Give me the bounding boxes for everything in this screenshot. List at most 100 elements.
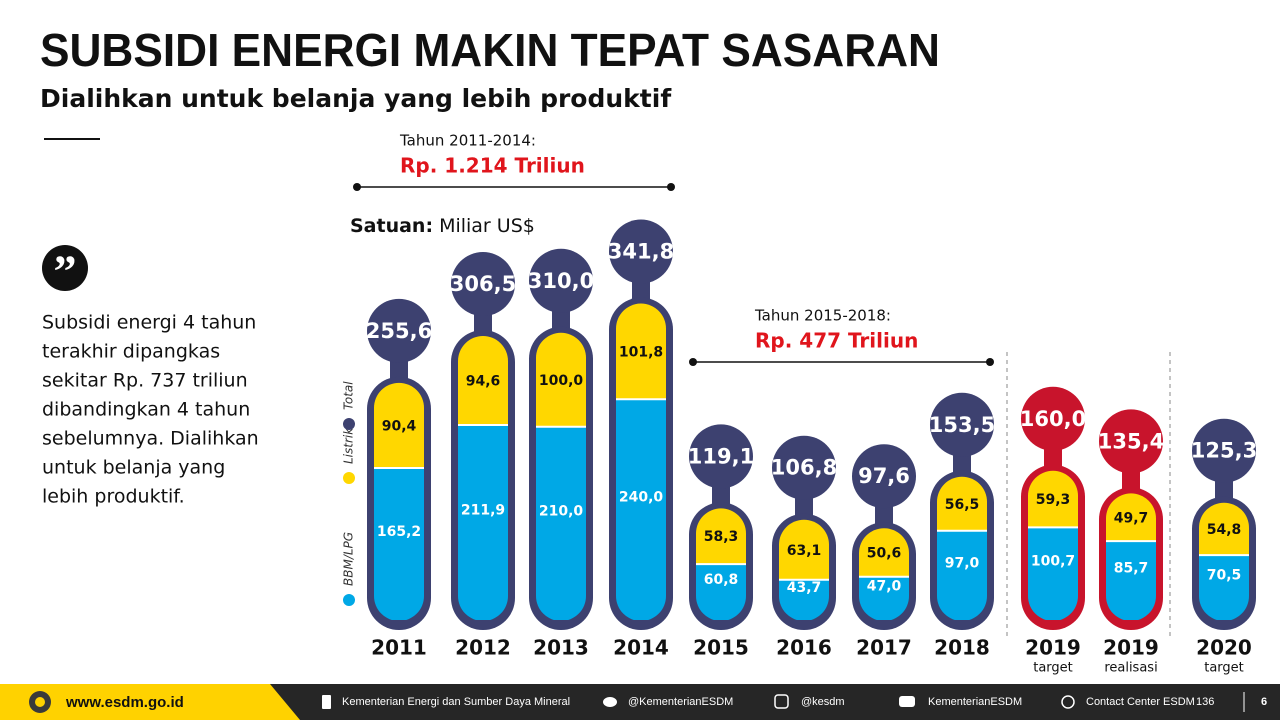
total-label: 255,6 [366,319,432,343]
bar-segment [1199,502,1249,556]
value-label: 211,9 [461,503,505,519]
quote-line: sebelumnya. Dialihkan [42,428,259,450]
twitter-icon [603,697,617,707]
footer-contact[interactable]: Contact Center ESDM [1086,696,1195,708]
value-label: 56,5 [945,497,980,513]
footer-url[interactable]: www.esdm.go.id [65,694,184,711]
value-label: 101,8 [619,344,663,360]
subtitle: Dialihkan untuk belanja yang lebih produ… [40,84,672,113]
bar-segment [374,468,424,620]
bar-segment [1106,541,1156,620]
x-tick-label: 2013 [533,636,589,660]
total-balloon [367,298,431,363]
quote-mark: ” [54,246,77,297]
value-label: 49,7 [1114,510,1149,526]
legend-label: Listrik [342,427,356,464]
facebook-icon [322,695,331,709]
value-label: 240,0 [619,490,664,506]
quote-line: untuk belanja yang [42,457,225,479]
total-balloon [1192,418,1256,483]
quote-line: terakhir dipangkas [42,341,220,363]
bar-segment [458,425,508,620]
bar-segment [1199,555,1249,620]
bar-segment [458,336,508,426]
total-balloon [852,444,916,509]
bar-segment [1028,527,1078,620]
total-balloon [609,219,673,284]
quote-icon [42,245,88,291]
total-label: 97,6 [858,464,910,488]
value-label: 100,0 [539,373,584,389]
x-tick-label: 2019 [1025,636,1081,660]
period-amount: Rp. 477 Triliun [755,329,918,353]
chart: Tahun 2011-2014: Rp. 1.214 Triliun Tahun 2… [342,132,1258,676]
value-label: 97,0 [945,555,980,571]
total-balloon [689,424,753,489]
value-label: 43,7 [787,580,822,596]
footer-instagram[interactable]: @kesdm [801,696,845,708]
footer-facebook[interactable]: Kementerian Energi dan Sumber Daya Miner… [342,696,570,708]
period-end [689,358,697,366]
x-tick-label: 2016 [776,636,832,660]
bar-segment [937,530,987,620]
bar-segment [616,303,666,400]
value-label: 70,5 [1207,568,1242,584]
period-end [353,183,361,191]
footer-youtube[interactable]: KementerianESDM [928,696,1022,708]
x-tick-label: 2011 [371,636,427,660]
value-label: 59,3 [1036,492,1071,508]
total-balloon [930,392,994,457]
x-tick-label: 2012 [455,636,511,660]
total-label: 119,1 [688,444,754,468]
bar-segment [859,576,909,620]
legend-swatch [343,594,355,606]
x-tick-label: 2017 [856,636,912,660]
x-tick-label: 2019 [1103,636,1159,660]
total-label: 106,8 [771,456,837,480]
footer-accent [0,684,300,720]
value-label: 165,2 [377,524,421,540]
footer-contact-number[interactable]: 136 [1196,696,1214,708]
total-balloon [451,252,515,317]
unit-note: Satuan: Miliar US$ [350,215,535,237]
bar-segment [696,508,746,565]
period-label: Tahun 2015-2018: [754,307,891,325]
instagram-icon [774,694,789,709]
legend-label: Total [342,381,356,410]
bar-segment [696,564,746,620]
total-label: 135,4 [1098,429,1164,453]
x-tick-label: 2014 [613,636,669,660]
total-balloon [1099,409,1163,474]
total-label: 153,5 [929,413,995,437]
bar-segment [779,579,829,620]
youtube-icon [899,696,915,707]
value-label: 60,8 [704,572,739,588]
quote-line: Subsidi energi 4 tahun [42,312,256,334]
legend-swatch [343,418,355,430]
value-label: 47,0 [867,578,902,594]
total-balloon [1021,386,1085,451]
period-label: Tahun 2011-2014: [399,132,536,150]
bar-segment [859,528,909,577]
bar-segment [616,399,666,620]
total-label: 160,0 [1020,407,1086,431]
value-label: 90,4 [382,418,417,434]
total-label: 306,5 [450,272,516,296]
footer-twitter[interactable]: @KementerianESDM [628,696,733,708]
bar-segment [536,332,586,427]
x-tick-label: 2020 [1196,636,1252,660]
value-label: 94,6 [466,374,501,390]
bar-segment [536,426,586,620]
x-tick-note: realisasi [1104,661,1157,676]
bar-segment [374,382,424,469]
legend-swatch [343,472,355,484]
bar-segment [1106,493,1156,542]
total-label: 310,0 [528,269,594,293]
title: SUBSIDI ENERGI MAKIN TEPAT SASARAN [40,24,940,76]
value-label: 100,7 [1031,554,1075,570]
period-amount: Rp. 1.214 Triliun [400,154,585,178]
period-end [667,183,675,191]
period-end [986,358,994,366]
value-label: 50,6 [867,545,902,561]
